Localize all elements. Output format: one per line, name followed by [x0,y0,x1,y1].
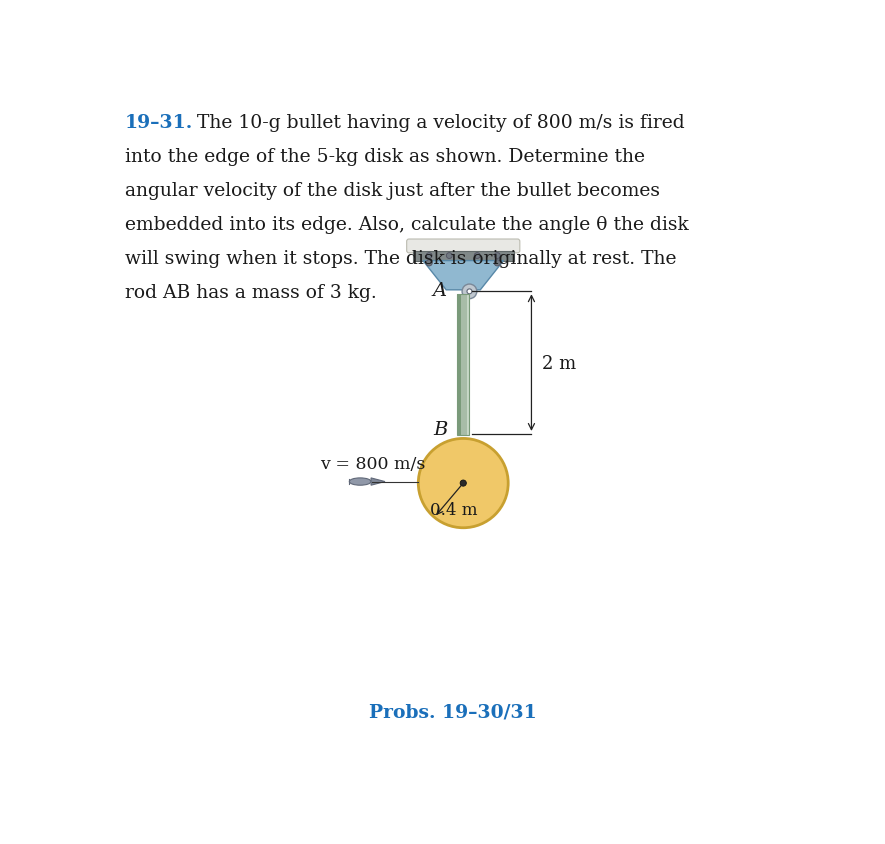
Text: The 10-g bullet having a velocity of 800 m/s is fired: The 10-g bullet having a velocity of 800… [185,114,685,133]
Text: will swing when it stops. The disk is originally at rest. The: will swing when it stops. The disk is or… [125,250,676,268]
Bar [467,295,469,436]
Circle shape [446,253,452,259]
Circle shape [419,439,508,528]
Circle shape [462,284,477,300]
Text: 0.4 m: 0.4 m [430,501,478,518]
Bar [458,295,460,436]
Bar [460,295,467,436]
Text: Probs. 19–30/31: Probs. 19–30/31 [369,702,537,720]
Text: 2 m: 2 m [543,354,576,372]
Circle shape [494,261,500,267]
Text: 19–31.: 19–31. [125,114,193,133]
Polygon shape [423,262,504,290]
Text: into the edge of the 5-kg disk as shown. Determine the: into the edge of the 5-kg disk as shown.… [125,149,644,166]
Text: v = 800 m/s: v = 800 m/s [319,455,426,472]
Circle shape [467,289,472,295]
Text: rod AB has a mass of 3 kg.: rod AB has a mass of 3 kg. [125,284,376,301]
Circle shape [427,253,432,259]
Circle shape [460,480,466,487]
Text: A: A [433,282,447,300]
Text: angular velocity of the disk just after the bullet becomes: angular velocity of the disk just after … [125,182,659,200]
Text: B: B [433,420,447,439]
Bar [413,252,513,262]
Polygon shape [371,479,385,485]
Bar [458,295,469,436]
Ellipse shape [350,479,371,485]
Circle shape [474,253,481,259]
Circle shape [495,253,500,259]
Text: embedded into its edge. Also, calculate the angle θ the disk: embedded into its edge. Also, calculate … [125,216,689,234]
Circle shape [426,261,432,267]
FancyBboxPatch shape [407,240,519,253]
